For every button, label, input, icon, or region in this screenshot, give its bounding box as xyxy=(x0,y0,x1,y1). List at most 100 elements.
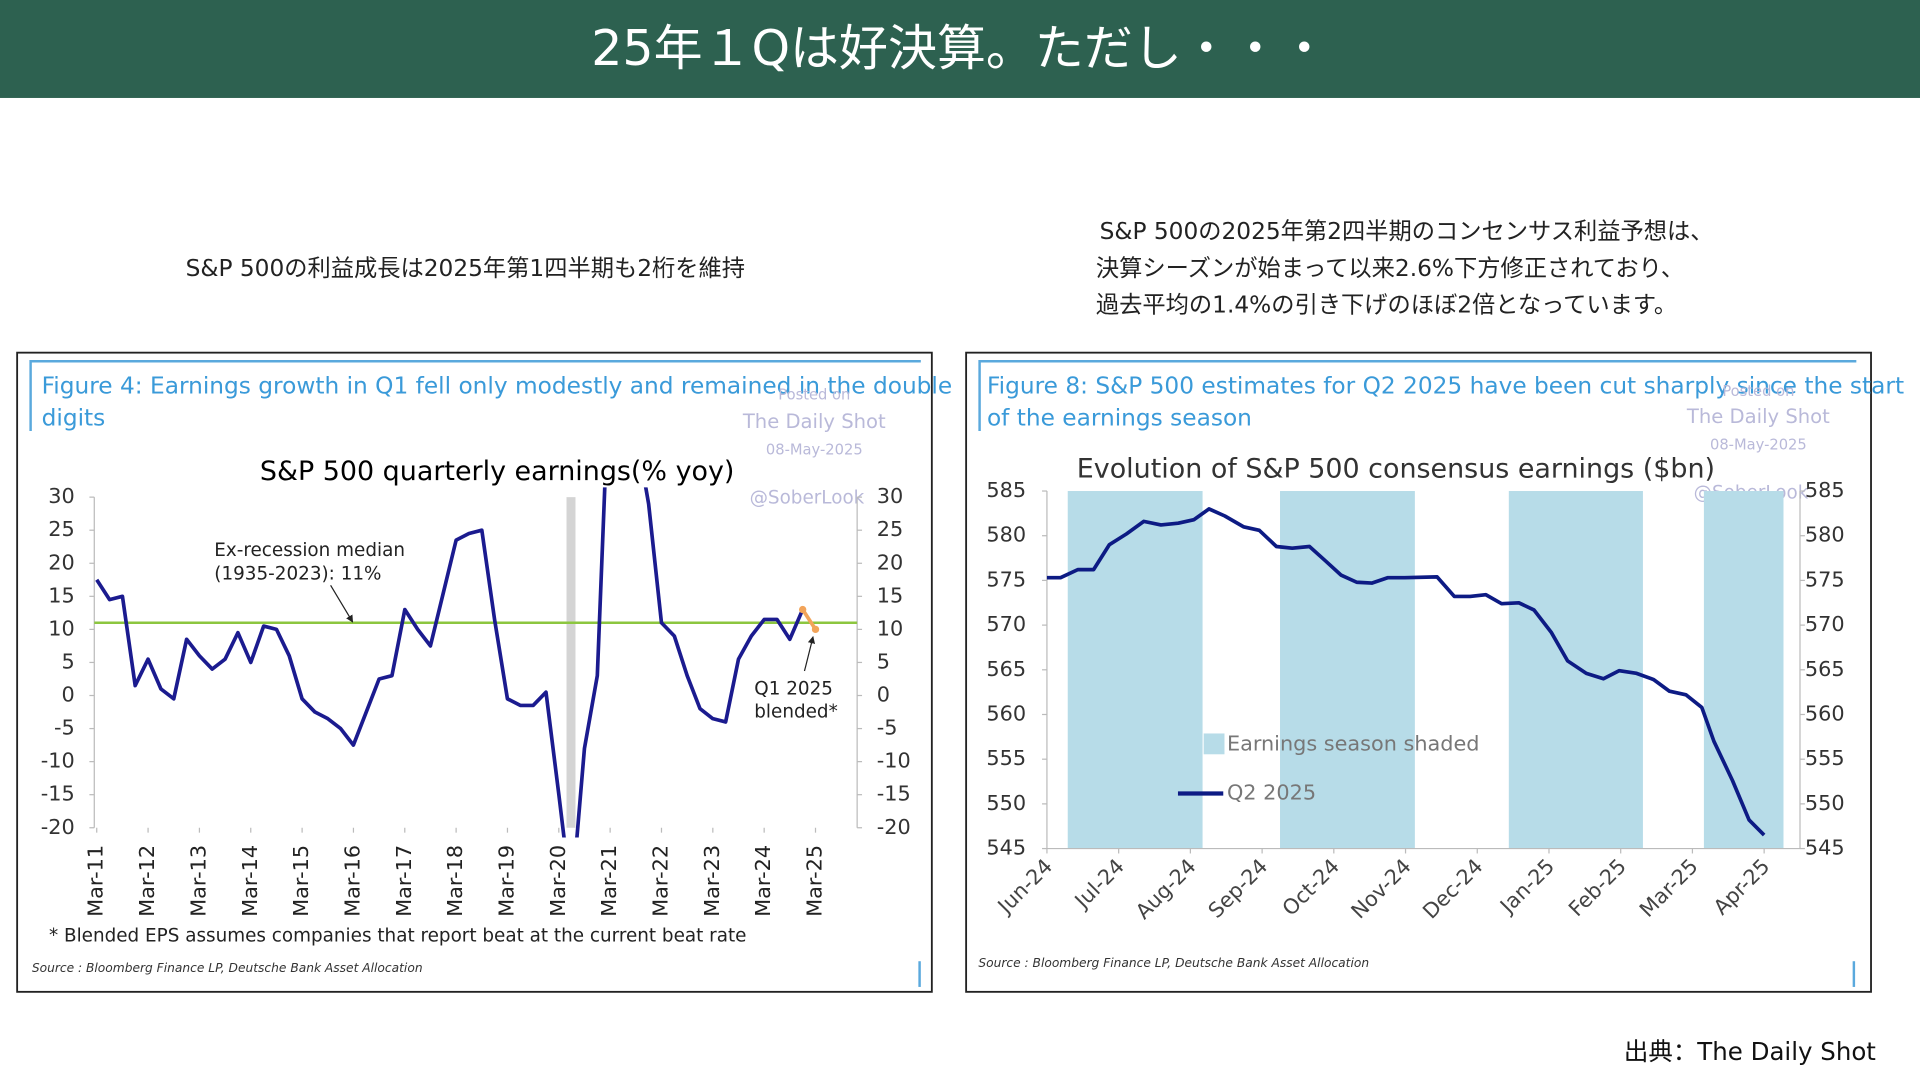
caption-right: S&P 500の2025年第2四半期のコンセンサス利益予想は、 xyxy=(1100,218,1714,245)
footnote: * Blended EPS assumes companies that rep… xyxy=(49,926,747,947)
figure-title: Figure 4: Earnings growth in Q1 fell onl… xyxy=(42,372,953,399)
y-tick-label: -20 xyxy=(41,815,75,839)
y2-tick-label: 25 xyxy=(877,517,903,541)
watermark: The Daily Shot xyxy=(742,410,886,433)
frame-accent xyxy=(978,360,1857,432)
y2-tick-label: 555 xyxy=(1805,746,1845,770)
y-tick-label: 5 xyxy=(61,649,74,673)
y-tick-label: 0 xyxy=(61,683,74,707)
chart-title: S&P 500 quarterly earnings(% yoy) xyxy=(260,456,735,487)
annotation-arrow xyxy=(330,584,354,623)
shaded-band xyxy=(1280,491,1415,849)
y-tick-label: 550 xyxy=(986,791,1026,815)
y2-tick-label: 20 xyxy=(877,550,903,574)
y-tick-label: 20 xyxy=(48,550,74,574)
annotation: Ex-recession median xyxy=(214,540,405,561)
x-tick-label: Mar-15 xyxy=(289,845,313,917)
figure-title: digits xyxy=(42,404,106,431)
page-source: 出典：The Daily Shot xyxy=(1624,1037,1876,1066)
x-tick-label: Mar-21 xyxy=(597,845,621,917)
chart-frame xyxy=(16,351,933,993)
caption-right: 過去平均の1.4%の引き下げのほぼ2倍となっています。 xyxy=(1096,292,1677,319)
y2-tick-label: 550 xyxy=(1805,791,1845,815)
y-tick-label: 555 xyxy=(986,746,1026,770)
y2-tick-label: 545 xyxy=(1805,836,1845,860)
y2-tick-label: -10 xyxy=(877,749,911,773)
x-tick-label: Mar-12 xyxy=(135,845,159,917)
y2-tick-label: 570 xyxy=(1805,612,1845,636)
y-tick-label: 585 xyxy=(986,478,1026,502)
y-tick-label: 580 xyxy=(986,523,1026,547)
series-group xyxy=(1046,507,1766,837)
x-tick-label: Mar-20 xyxy=(546,845,570,917)
chart-source: Source : Bloomberg Finance LP, Deutsche … xyxy=(978,956,1369,970)
caption-left: S&P 500の利益成長は2025年第1四半期も2桁を維持 xyxy=(186,255,745,282)
shaded-band xyxy=(1703,491,1784,849)
series-point xyxy=(811,625,820,634)
legend-label: Earnings season shaded xyxy=(1227,731,1480,755)
legend-swatch xyxy=(1203,733,1225,755)
y-tick-label: 10 xyxy=(48,616,74,640)
x-tick-label: Mar-23 xyxy=(700,845,724,917)
series-line xyxy=(801,608,818,631)
y-tick-label: 545 xyxy=(986,836,1026,860)
chart-title: Evolution of S&P 500 consensus earnings … xyxy=(1077,454,1715,485)
header-title: 25年１Qは好決算。ただし・・・ xyxy=(591,20,1328,77)
watermark: 08-May-2025 xyxy=(766,442,863,459)
y-tick-label: 30 xyxy=(48,484,74,508)
y-tick-label: 560 xyxy=(986,701,1026,725)
annotation: (1935-2023): 11% xyxy=(214,563,381,584)
series-line xyxy=(95,487,805,838)
y-tick-label: 575 xyxy=(986,567,1026,591)
y2-tick-label: 10 xyxy=(877,616,903,640)
series-point xyxy=(799,605,807,614)
caption-right: 決算シーズンが始まって以来2.6%下方修正されており、 xyxy=(1096,255,1684,282)
y2-tick-label: 560 xyxy=(1805,701,1845,725)
x-tick-label: Mar-13 xyxy=(186,845,210,917)
y2-tick-label: -15 xyxy=(877,782,911,806)
y2-tick-label: 5 xyxy=(877,649,890,673)
x-tick-label: Mar-17 xyxy=(392,845,416,917)
x-tick-label: Mar-25 xyxy=(803,845,827,917)
figure-title: of the earnings season xyxy=(987,404,1252,431)
y-tick-label: 565 xyxy=(986,657,1026,681)
watermark: The Daily Shot xyxy=(1686,405,1830,428)
x-tick-label: Mar-22 xyxy=(648,845,672,917)
shaded-band xyxy=(566,497,576,828)
y2-tick-label: 575 xyxy=(1805,567,1845,591)
y2-tick-label: 565 xyxy=(1805,657,1845,681)
watermark: Posted on xyxy=(778,387,850,404)
y2-tick-label: 585 xyxy=(1805,478,1845,502)
annotation: Q1 2025 xyxy=(754,678,833,699)
series-line xyxy=(1046,507,1766,837)
y2-tick-label: 580 xyxy=(1805,523,1845,547)
legend-label: Q2 2025 xyxy=(1227,780,1316,804)
y2-tick-label: -5 xyxy=(877,716,898,740)
y2-tick-label: 30 xyxy=(877,484,903,508)
y-tick-label: 25 xyxy=(48,517,74,541)
y2-tick-label: -20 xyxy=(877,815,911,839)
y-tick-label: -15 xyxy=(41,782,75,806)
watermark: 08-May-2025 xyxy=(1710,437,1807,454)
figure-title: Figure 8: S&P 500 estimates for Q2 2025 … xyxy=(987,372,1904,399)
annotation-arrow xyxy=(803,636,816,672)
y-tick-label: 570 xyxy=(986,612,1026,636)
watermark: Posted on xyxy=(1722,383,1794,400)
y2-tick-label: 0 xyxy=(877,683,890,707)
shaded-band xyxy=(1067,491,1203,849)
x-tick-label: Mar-11 xyxy=(84,845,108,917)
watermark: @SoberLook xyxy=(750,487,865,508)
annotation: blended* xyxy=(754,702,837,723)
y-tick-label: -5 xyxy=(54,716,75,740)
x-tick-label: Mar-16 xyxy=(340,845,364,917)
x-tick-label: Mar-24 xyxy=(751,845,775,917)
x-tick-label: Mar-18 xyxy=(443,845,467,917)
series-group xyxy=(95,487,820,838)
header-bar xyxy=(0,0,1920,98)
x-tick-label: Mar-19 xyxy=(494,845,518,917)
y-tick-label: -10 xyxy=(41,749,75,773)
frame-accent xyxy=(29,360,921,432)
y2-tick-label: 15 xyxy=(877,583,903,607)
chart-source: Source : Bloomberg Finance LP, Deutsche … xyxy=(32,961,423,975)
